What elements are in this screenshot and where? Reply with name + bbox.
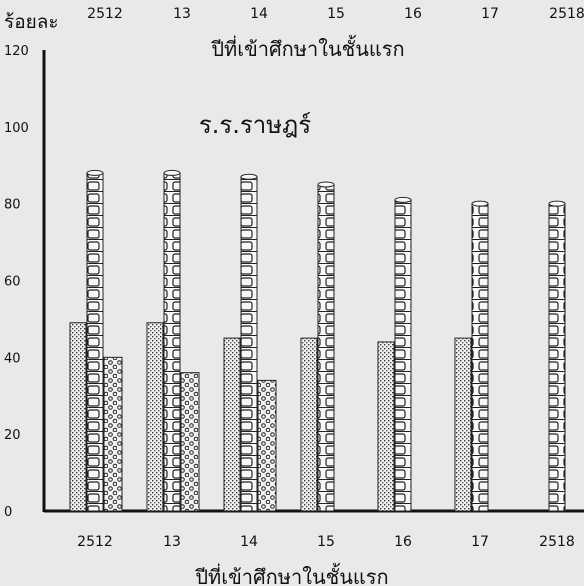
x-tick-label-bottom: 2518 bbox=[539, 534, 575, 550]
bar-series3-2512 bbox=[103, 356, 123, 512]
x-tick-label-top: 2512 bbox=[87, 6, 123, 22]
x-tick-label-bottom: 17 bbox=[471, 534, 489, 550]
x-tick-label-top: 2518 bbox=[549, 6, 584, 22]
x-axis-label: ปีที่เข้าศึกษาในชั้นแรก bbox=[195, 563, 389, 586]
y-tick-label: 0 bbox=[4, 505, 12, 520]
bar-cap-2512 bbox=[86, 169, 104, 176]
x-tick-label-bottom: 13 bbox=[163, 534, 181, 550]
bar-series2-2518 bbox=[548, 203, 566, 512]
x-tick-label-top: 14 bbox=[250, 6, 268, 22]
x-tick-label-top: 13 bbox=[173, 6, 191, 22]
bar-series3-13 bbox=[180, 372, 200, 512]
x-tick-label-bottom: 2512 bbox=[77, 534, 113, 550]
bar-cap-14 bbox=[240, 173, 258, 180]
y-tick-label: 40 bbox=[4, 351, 21, 366]
bar-cap-13 bbox=[163, 169, 181, 176]
bar-series1-13 bbox=[146, 322, 164, 512]
y-tick-label: 60 bbox=[4, 275, 21, 290]
y-tick-label: 100 bbox=[4, 121, 29, 136]
x-tick-label-top: 16 bbox=[404, 6, 422, 22]
bar-series1-14 bbox=[223, 337, 241, 512]
chart-annotation: ร.ร.ราษฎร์ bbox=[199, 111, 311, 139]
bar-series2-2512 bbox=[86, 172, 104, 512]
x-tick-label-bottom: 15 bbox=[317, 534, 335, 550]
bar-series1-2512 bbox=[69, 322, 87, 512]
bar-series1-17 bbox=[454, 337, 472, 512]
bar-cap-17 bbox=[471, 200, 489, 207]
bar-series1-15 bbox=[300, 337, 318, 512]
y-axis-label: ร้อยละ bbox=[4, 11, 59, 33]
y-tick-label: 120 bbox=[4, 44, 29, 59]
x-tick-label-top: 15 bbox=[327, 6, 345, 22]
y-tick-label: 80 bbox=[4, 198, 21, 213]
bar-cap-15 bbox=[317, 181, 335, 188]
bar-series2-13 bbox=[163, 172, 181, 512]
top-axis-title: ปีที่เข้าศึกษาในชั้นแรก bbox=[211, 35, 405, 61]
bar-series1-16 bbox=[377, 341, 395, 512]
bar-series3-14 bbox=[257, 379, 277, 512]
y-tick-label: 20 bbox=[4, 428, 21, 443]
x-tick-label-bottom: 16 bbox=[394, 534, 412, 550]
x-tick-label-bottom: 14 bbox=[240, 534, 258, 550]
bar-series2-14 bbox=[240, 176, 258, 512]
bar-cap-16 bbox=[394, 196, 412, 203]
bar-series2-16 bbox=[394, 199, 412, 512]
bar-series2-15 bbox=[317, 183, 335, 512]
bar-cap-2518 bbox=[548, 200, 566, 207]
bar-series2-17 bbox=[471, 203, 489, 512]
x-tick-label-top: 17 bbox=[481, 6, 499, 22]
